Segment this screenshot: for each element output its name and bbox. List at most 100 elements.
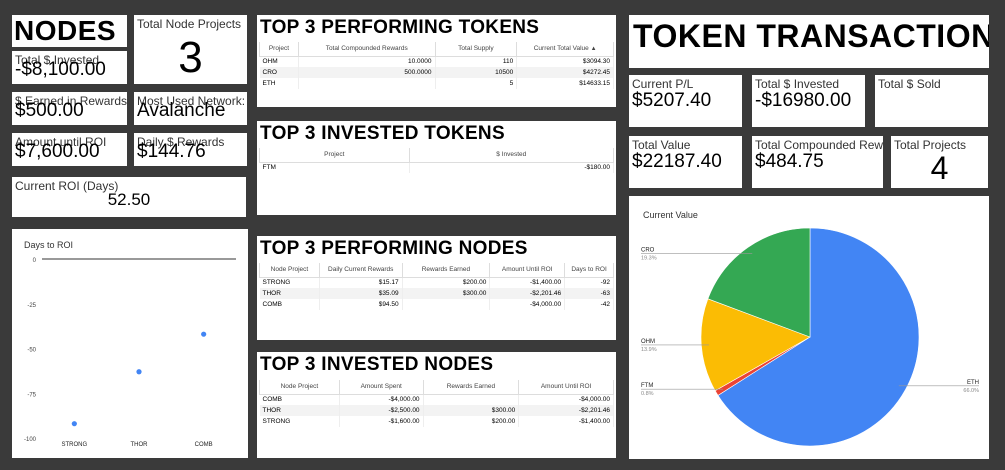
- days-to-roi-title: Days to ROI: [24, 240, 73, 250]
- col-header[interactable]: Amount Until ROI: [489, 263, 566, 278]
- inv-tokens-card: TOP 3 INVESTED TOKENS Project $ Invested…: [257, 121, 616, 215]
- y-tick-label: -50: [27, 348, 36, 354]
- total-compounded-label: Total Compounded Rewards: [755, 138, 883, 152]
- col-header[interactable]: Amount Spent: [338, 380, 424, 395]
- tx-total-invested-label: Total $ Invested: [755, 77, 840, 91]
- inv-tokens-title: TOP 3 INVESTED TOKENS: [260, 123, 505, 144]
- cell: OHM: [259, 56, 299, 67]
- cell: -$4,000.00: [339, 394, 424, 405]
- cell: $200.00: [402, 277, 491, 288]
- pie-slice-label: CRO: [641, 248, 655, 254]
- cell: 110: [435, 56, 518, 67]
- col-header[interactable]: Rewards Earned: [422, 380, 520, 395]
- total-invested-label: Total $ Invested: [15, 53, 100, 67]
- total-node-projects-card: Total Node Projects 3: [134, 15, 247, 84]
- current-roi-label: Current ROI (Days): [15, 179, 119, 193]
- cell: ETH: [259, 78, 299, 89]
- table-row: OHM 10.0000 110 $3094.30: [259, 56, 614, 67]
- table-row: CRO 500.0000 10500 $4272.45: [259, 67, 614, 78]
- perf-nodes-title: TOP 3 PERFORMING NODES: [260, 238, 528, 259]
- cell: -$1,600.00: [339, 416, 424, 427]
- y-tick-label: -75: [27, 392, 36, 398]
- days-to-roi-chart: Days to ROI 0 -25 -50 -75 -100 STRONG THOR COM…: [24, 240, 236, 448]
- amount-until-roi-label: Amount until ROI: [15, 135, 107, 149]
- cell: -$2,500.00: [339, 405, 424, 416]
- x-tick-label: STRONG: [61, 442, 87, 448]
- perf-nodes-table: Node Project Daily Current Rewards Rewar…: [259, 263, 614, 310]
- cell: -42: [564, 299, 614, 310]
- table-row: COMB $94.50 -$4,000.00 -42: [259, 299, 614, 310]
- perf-nodes-card: TOP 3 PERFORMING NODES Node Project Dail…: [257, 236, 616, 340]
- table-row: THOR $35.09 $300.00 -$2,201.46 -63: [259, 288, 614, 299]
- cell: THOR: [259, 288, 320, 299]
- col-header[interactable]: Rewards Earned: [401, 263, 491, 278]
- cell: CRO: [259, 67, 299, 78]
- total-value-card: Total Value $22187.40: [629, 136, 742, 188]
- col-header[interactable]: Node Project: [259, 380, 340, 395]
- total-sold-label: Total $ Sold: [878, 77, 941, 91]
- current-pl-card: Current P/L $5207.40: [629, 75, 742, 127]
- cell: [298, 78, 436, 89]
- total-compounded-value: $484.75: [755, 151, 824, 172]
- cell: STRONG: [259, 277, 320, 288]
- scatter-point[interactable]: [136, 369, 142, 375]
- pie-slice[interactable]: [717, 227, 920, 447]
- col-header-sorted[interactable]: Current Total Value ▲: [516, 42, 614, 57]
- daily-rewards-label: Daily $ Rewards: [137, 135, 225, 149]
- cell: -63: [564, 288, 614, 299]
- cell: -$4,000.00: [489, 299, 566, 310]
- pie-slice[interactable]: [700, 298, 811, 392]
- total-value-value: $22187.40: [632, 151, 722, 172]
- scatter-point[interactable]: [201, 331, 207, 337]
- total-sold-card: Total $ Sold: [875, 75, 988, 127]
- y-tick-label: -25: [27, 303, 36, 309]
- most-used-network-value: Avalanche: [137, 100, 226, 121]
- col-header[interactable]: Total Compounded Rewards: [297, 42, 436, 57]
- inv-nodes-card: TOP 3 INVESTED NODES Node Project Amount…: [257, 352, 616, 458]
- nodes-title: NODES: [14, 15, 117, 46]
- pie-slice-label: ETH: [967, 380, 979, 386]
- col-header[interactable]: $ Invested: [408, 148, 615, 163]
- y-tick-label: 0: [33, 258, 37, 264]
- cell: 5: [435, 78, 518, 89]
- pie-slice-label: FTM: [641, 383, 653, 389]
- col-header[interactable]: Node Project: [259, 263, 320, 278]
- perf-tokens-title: TOP 3 PERFORMING TOKENS: [260, 17, 540, 38]
- col-header[interactable]: Daily Current Rewards: [318, 263, 403, 278]
- cell: 500.0000: [298, 67, 436, 78]
- pie-slice-percent: 19.3%: [641, 256, 657, 262]
- x-tick-label: COMB: [195, 442, 213, 448]
- total-invested-card: Total $ Invested -$8,100.00: [12, 51, 127, 84]
- token-tx-title-card: TOKEN TRANSACTIONS: [629, 15, 989, 68]
- table-row: COMB -$4,000.00 -$4,000.00: [259, 394, 614, 405]
- cell: [423, 394, 520, 405]
- col-header[interactable]: Project: [259, 148, 410, 163]
- cell: -$1,400.00: [518, 416, 614, 427]
- cell: THOR: [259, 405, 340, 416]
- scatter-point[interactable]: [71, 421, 77, 427]
- pie-slice[interactable]: [707, 227, 811, 338]
- inv-nodes-title: TOP 3 INVESTED NODES: [260, 354, 494, 375]
- cell: 10500: [435, 67, 518, 78]
- y-tick-label: -100: [24, 437, 37, 443]
- total-projects-card: Total Projects 4: [891, 136, 988, 188]
- tx-total-invested-value: -$16980.00: [755, 90, 852, 111]
- most-used-network-label: Most Used Network:: [137, 94, 246, 108]
- total-node-projects-value: 3: [178, 33, 203, 82]
- total-node-projects-label: Total Node Projects: [137, 17, 242, 31]
- current-roi-value: 52.50: [107, 190, 151, 209]
- col-header[interactable]: Amount Until ROI: [518, 380, 614, 395]
- pie-slice-label: OHM: [641, 339, 655, 345]
- cell: $200.00: [423, 416, 520, 427]
- col-header[interactable]: Total Supply: [434, 42, 518, 57]
- total-invested-value: -$8,100.00: [15, 59, 106, 80]
- earned-rewards-label: $ Earned in Rewards: [15, 94, 127, 108]
- cell: -$4,000.00: [518, 394, 614, 405]
- cell: COMB: [259, 299, 320, 310]
- cell: -92: [564, 277, 614, 288]
- col-header[interactable]: Days to ROI: [564, 263, 614, 278]
- col-header[interactable]: Project: [259, 42, 299, 57]
- cell: -$2,201.46: [518, 405, 614, 416]
- nodes-title-card: NODES: [12, 15, 127, 47]
- cell: -$2,201.46: [489, 288, 566, 299]
